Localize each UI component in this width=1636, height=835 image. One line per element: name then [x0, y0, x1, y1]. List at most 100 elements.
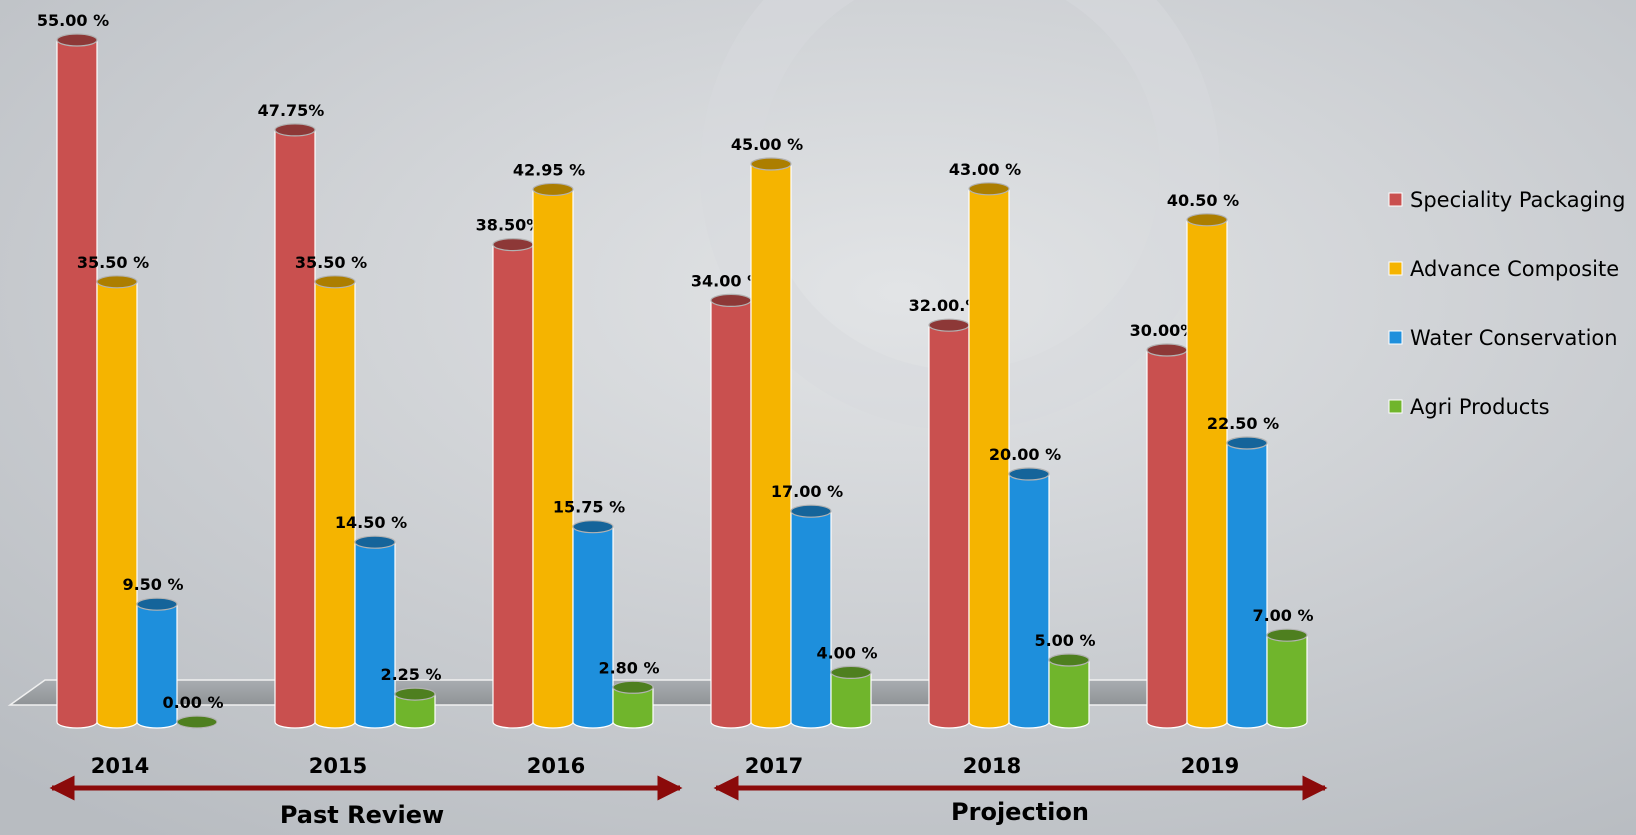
bar-top: [274, 123, 316, 137]
bar-body: [572, 526, 614, 729]
bar-body: [394, 693, 436, 729]
legend-swatch: [1388, 261, 1403, 276]
bar: [354, 535, 396, 729]
value-label: 34.00 %: [691, 271, 763, 290]
bar: [1186, 213, 1228, 729]
x-tick-label: 2016: [527, 754, 585, 778]
value-label: 2.80 %: [598, 658, 659, 677]
bar: [314, 275, 356, 729]
bar: [830, 665, 872, 729]
value-label: 42.95 %: [513, 160, 585, 179]
value-label: 35.50 %: [77, 253, 149, 272]
value-label: 43.00 %: [949, 160, 1021, 179]
bar-top: [1146, 343, 1188, 357]
bar-body: [710, 299, 752, 729]
legend-label: Speciality Packaging: [1410, 188, 1625, 212]
bar: [56, 33, 98, 729]
value-label: 20.00 %: [989, 445, 1061, 464]
legend-swatch: [1388, 330, 1403, 345]
value-label: 38.50%: [476, 216, 543, 235]
bar-body: [314, 281, 356, 729]
bar-body: [56, 39, 98, 729]
bar-top: [1048, 653, 1090, 667]
bar: [1048, 653, 1090, 729]
bar-body: [274, 129, 316, 729]
value-label: 4.00 %: [816, 643, 877, 662]
annotation: Projection: [951, 798, 1089, 826]
bar: [750, 157, 792, 729]
x-tick-label: 2018: [963, 754, 1021, 778]
value-label: 35.50 %: [295, 253, 367, 272]
bar: [532, 182, 574, 729]
bar-body: [830, 671, 872, 729]
bar-top: [612, 680, 654, 694]
bar-top: [928, 318, 970, 332]
bar-top: [492, 238, 534, 252]
bar-body: [1008, 473, 1050, 729]
value-label: 32.00.%: [909, 296, 982, 315]
bar-top: [1008, 467, 1050, 481]
x-tick-label: 2019: [1181, 754, 1239, 778]
bar-top: [314, 275, 356, 289]
bar-top: [394, 687, 436, 701]
bar-body: [928, 324, 970, 729]
bar-body: [1048, 659, 1090, 729]
bar-top: [96, 275, 138, 289]
value-label: 47.75%: [258, 101, 325, 120]
bar-top: [176, 715, 218, 729]
value-label: 0.00 %: [162, 693, 223, 712]
bar-body: [1186, 219, 1228, 729]
legend-label: Advance Composite: [1410, 257, 1619, 281]
value-label: 5.00 %: [1034, 631, 1095, 650]
bar: [394, 687, 436, 729]
bar-top: [572, 520, 614, 534]
value-label: 55.00 %: [37, 11, 109, 30]
bar-top: [830, 665, 872, 680]
bar-body: [750, 163, 792, 729]
bar: [968, 182, 1010, 729]
bar: [274, 123, 316, 729]
value-label: 14.50 %: [335, 513, 407, 532]
bar-body: [354, 541, 396, 729]
bar: [928, 318, 970, 729]
bar: [1008, 467, 1050, 729]
bar-body: [492, 244, 534, 729]
x-tick-label: 2014: [91, 754, 149, 778]
bar-top: [1226, 436, 1268, 450]
x-tick-label: 2017: [745, 754, 803, 778]
bar-top: [56, 33, 98, 47]
value-label: 7.00 %: [1252, 606, 1313, 625]
value-label: 17.00 %: [771, 482, 843, 501]
legend-label: Water Conservation: [1410, 326, 1618, 350]
value-label: 2.25 %: [380, 665, 441, 684]
bar: [790, 504, 832, 729]
bar: [492, 238, 534, 729]
bar-top: [710, 293, 752, 307]
legend-swatch: [1388, 399, 1403, 414]
bar: [96, 275, 138, 729]
bar: [572, 520, 614, 729]
bar-body: [96, 281, 138, 729]
value-label: 45.00 %: [731, 135, 803, 154]
bar-body: [532, 188, 574, 729]
bar: [1146, 343, 1188, 729]
bar-body: [1226, 442, 1268, 729]
x-tick-label: 2015: [309, 754, 367, 778]
bar-top: [968, 182, 1010, 196]
bar-body: [1146, 349, 1188, 729]
value-label: 30.00%: [1130, 321, 1197, 340]
bar-top: [532, 182, 574, 197]
legend-swatch: [1388, 192, 1403, 207]
bar-top: [354, 535, 396, 549]
bar-top: [1186, 213, 1228, 227]
bar-body: [1266, 634, 1308, 729]
bar: [710, 293, 752, 729]
bar: [1226, 436, 1268, 729]
bar: [176, 715, 218, 729]
bar: [1266, 628, 1308, 729]
bar-top: [136, 597, 178, 611]
bar-top: [750, 157, 792, 171]
value-label: 40.50 %: [1167, 191, 1239, 210]
